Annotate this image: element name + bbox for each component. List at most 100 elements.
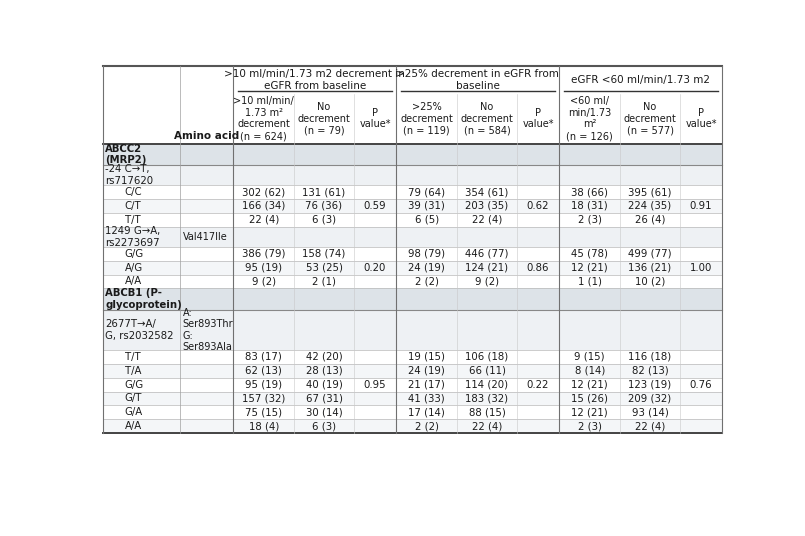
Text: Val417Ile: Val417Ile bbox=[183, 232, 228, 242]
Text: 0.86: 0.86 bbox=[526, 263, 549, 273]
Text: >10 ml/min/
1.73 m²
decrement
(n = 624): >10 ml/min/ 1.73 m² decrement (n = 624) bbox=[233, 96, 294, 141]
Text: A:
Ser893Thr
G:
Ser893Ala: A: Ser893Thr G: Ser893Ala bbox=[183, 308, 233, 352]
Bar bbox=[103, 260, 722, 274]
Text: eGFR <60 ml/min/1.73 m2: eGFR <60 ml/min/1.73 m2 bbox=[572, 75, 710, 85]
Text: A/G: A/G bbox=[125, 263, 142, 273]
Text: 98 (79): 98 (79) bbox=[408, 249, 445, 259]
Bar bbox=[103, 185, 722, 199]
Text: 0.20: 0.20 bbox=[364, 263, 386, 273]
Text: No
decrement
(n = 79): No decrement (n = 79) bbox=[298, 102, 350, 135]
Text: 39 (31): 39 (31) bbox=[408, 201, 445, 211]
Bar bbox=[103, 144, 722, 165]
Bar bbox=[103, 405, 722, 419]
Text: 18 (4): 18 (4) bbox=[249, 421, 279, 431]
Text: 42 (20): 42 (20) bbox=[306, 352, 342, 362]
Text: 76 (36): 76 (36) bbox=[305, 201, 343, 211]
Text: 183 (32): 183 (32) bbox=[465, 393, 509, 404]
Bar bbox=[517, 94, 559, 144]
Text: 2 (3): 2 (3) bbox=[578, 215, 601, 225]
Text: 22 (4): 22 (4) bbox=[472, 421, 502, 431]
Text: >25%
decrement
(n = 119): >25% decrement (n = 119) bbox=[400, 102, 453, 135]
Text: 116 (18): 116 (18) bbox=[629, 352, 671, 362]
Text: 158 (74): 158 (74) bbox=[303, 249, 345, 259]
Text: C/C: C/C bbox=[125, 187, 142, 197]
Text: 0.76: 0.76 bbox=[690, 379, 712, 390]
Text: 82 (13): 82 (13) bbox=[632, 366, 668, 376]
Text: 354 (61): 354 (61) bbox=[465, 187, 509, 197]
Text: 106 (18): 106 (18) bbox=[465, 352, 509, 362]
Text: 166 (34): 166 (34) bbox=[242, 201, 286, 211]
Bar bbox=[103, 66, 233, 94]
Text: 75 (15): 75 (15) bbox=[246, 407, 283, 418]
Text: 26 (4): 26 (4) bbox=[635, 215, 665, 225]
Text: 2 (2): 2 (2) bbox=[415, 421, 439, 431]
Bar bbox=[457, 94, 517, 144]
Text: 2 (1): 2 (1) bbox=[312, 277, 336, 286]
Text: 21 (17): 21 (17) bbox=[408, 379, 445, 390]
Text: 93 (14): 93 (14) bbox=[632, 407, 668, 418]
Bar bbox=[295, 94, 353, 144]
Text: 12 (21): 12 (21) bbox=[572, 407, 608, 418]
Text: P
value*: P value* bbox=[522, 108, 554, 129]
Text: 66 (11): 66 (11) bbox=[469, 366, 506, 376]
Bar bbox=[103, 288, 722, 310]
Text: 1 (1): 1 (1) bbox=[578, 277, 601, 286]
Bar bbox=[233, 94, 295, 144]
Bar bbox=[103, 94, 180, 144]
Text: 38 (66): 38 (66) bbox=[572, 187, 609, 197]
Text: 224 (35): 224 (35) bbox=[629, 201, 671, 211]
Bar bbox=[103, 213, 722, 227]
Text: P
value*: P value* bbox=[359, 108, 390, 129]
Text: ABCC2
(MRP2): ABCC2 (MRP2) bbox=[105, 144, 147, 165]
Text: 6 (5): 6 (5) bbox=[415, 215, 439, 225]
Text: G/A: G/A bbox=[125, 407, 142, 418]
Text: -24 C→T,
rs717620: -24 C→T, rs717620 bbox=[105, 165, 154, 186]
Bar bbox=[103, 392, 722, 405]
Text: A/A: A/A bbox=[125, 277, 142, 286]
Text: 15 (26): 15 (26) bbox=[572, 393, 609, 404]
Text: 62 (13): 62 (13) bbox=[246, 366, 282, 376]
Text: 9 (2): 9 (2) bbox=[475, 277, 499, 286]
Text: 203 (35): 203 (35) bbox=[465, 201, 509, 211]
Text: 53 (25): 53 (25) bbox=[306, 263, 342, 273]
Text: 0.62: 0.62 bbox=[526, 201, 549, 211]
Text: 88 (15): 88 (15) bbox=[469, 407, 506, 418]
Text: 131 (61): 131 (61) bbox=[303, 187, 345, 197]
Text: 0.95: 0.95 bbox=[364, 379, 386, 390]
Bar bbox=[396, 66, 559, 94]
Text: 2 (3): 2 (3) bbox=[578, 421, 601, 431]
Text: G/G: G/G bbox=[125, 379, 144, 390]
Bar bbox=[103, 419, 722, 433]
Bar bbox=[103, 227, 722, 247]
Text: T/T: T/T bbox=[125, 352, 140, 362]
Text: 2 (2): 2 (2) bbox=[415, 277, 439, 286]
Bar bbox=[396, 94, 457, 144]
Text: 95 (19): 95 (19) bbox=[246, 263, 283, 273]
Bar bbox=[353, 94, 396, 144]
Text: >25% decrement in eGFR from
baseline: >25% decrement in eGFR from baseline bbox=[396, 69, 559, 91]
Text: 10 (2): 10 (2) bbox=[635, 277, 665, 286]
Bar bbox=[103, 247, 722, 260]
Text: 386 (79): 386 (79) bbox=[242, 249, 286, 259]
Text: T/T: T/T bbox=[125, 215, 140, 225]
Text: 22 (4): 22 (4) bbox=[249, 215, 279, 225]
Text: 18 (31): 18 (31) bbox=[572, 201, 608, 211]
Text: A/A: A/A bbox=[125, 421, 142, 431]
Text: 2677T→A/
G, rs2032582: 2677T→A/ G, rs2032582 bbox=[105, 319, 174, 341]
Text: >10 ml/min/1.73 m2 decrement in
eGFR from baseline: >10 ml/min/1.73 m2 decrement in eGFR fro… bbox=[225, 69, 405, 91]
Text: ABCB1 (P-
glycoprotein): ABCB1 (P- glycoprotein) bbox=[105, 288, 182, 310]
Text: 1249 G→A,
rs2273697: 1249 G→A, rs2273697 bbox=[105, 226, 160, 248]
Text: G/T: G/T bbox=[125, 393, 142, 404]
Text: 446 (77): 446 (77) bbox=[465, 249, 509, 259]
Text: 9 (2): 9 (2) bbox=[252, 277, 276, 286]
Bar bbox=[103, 378, 722, 392]
Bar bbox=[679, 94, 722, 144]
Text: No
decrement
(n = 584): No decrement (n = 584) bbox=[460, 102, 514, 135]
Bar bbox=[621, 94, 679, 144]
Text: 41 (33): 41 (33) bbox=[408, 393, 445, 404]
Text: 79 (64): 79 (64) bbox=[408, 187, 445, 197]
Text: 40 (19): 40 (19) bbox=[306, 379, 342, 390]
Bar bbox=[103, 364, 722, 378]
Text: 95 (19): 95 (19) bbox=[246, 379, 283, 390]
Text: 0.91: 0.91 bbox=[690, 201, 712, 211]
